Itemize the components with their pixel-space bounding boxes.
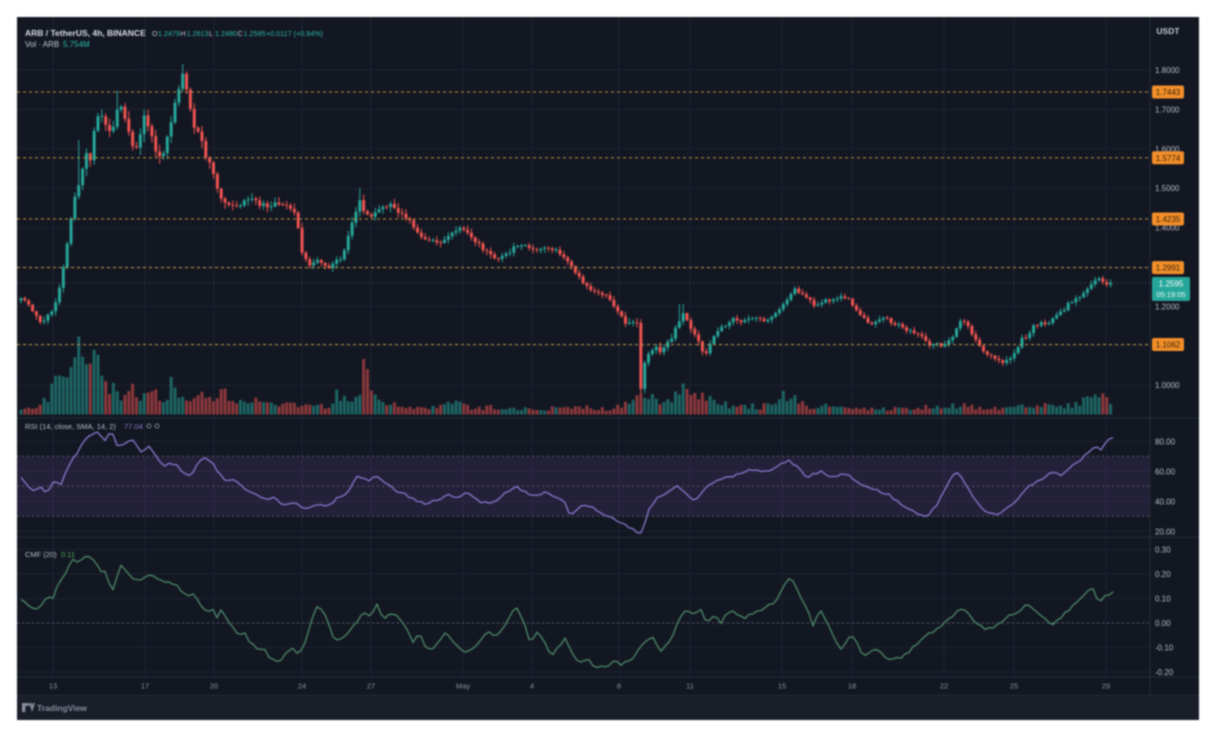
svg-text:H: H	[181, 29, 186, 38]
svg-text:1.6000: 1.6000	[1155, 145, 1180, 154]
svg-text:1.2595: 1.2595	[1159, 280, 1184, 289]
svg-text:1.2613: 1.2613	[187, 29, 209, 38]
svg-text:1.0000: 1.0000	[1155, 381, 1180, 390]
svg-text:-0.20: -0.20	[1155, 668, 1174, 677]
svg-text:60.00: 60.00	[1155, 467, 1176, 476]
svg-text:1.5774: 1.5774	[1156, 154, 1181, 163]
svg-text:1.2595: 1.2595	[244, 29, 266, 38]
svg-text:17: 17	[141, 682, 149, 691]
svg-text:1.4235: 1.4235	[1156, 215, 1181, 224]
svg-text:-0.10: -0.10	[1155, 644, 1174, 653]
svg-text:27: 27	[367, 682, 375, 691]
svg-text:1.2000: 1.2000	[1155, 302, 1180, 311]
svg-text:20.00: 20.00	[1155, 527, 1176, 536]
svg-text:5.754M: 5.754M	[63, 40, 90, 49]
svg-text:22: 22	[940, 682, 948, 691]
svg-text:1.7443: 1.7443	[1156, 88, 1181, 97]
svg-text:0.11: 0.11	[61, 550, 75, 559]
svg-text:4: 4	[530, 682, 534, 691]
svg-text:20: 20	[210, 682, 218, 691]
svg-text:RSI (14, close, SMA, 14, 2): RSI (14, close, SMA, 14, 2)	[25, 422, 116, 431]
svg-text:C: C	[238, 29, 243, 38]
svg-text:1.4000: 1.4000	[1155, 224, 1180, 233]
svg-text:1.1062: 1.1062	[1156, 341, 1181, 350]
svg-text:1.2991: 1.2991	[1156, 264, 1181, 273]
svg-text:8: 8	[617, 682, 621, 691]
svg-text:11: 11	[686, 682, 694, 691]
svg-text:1.7000: 1.7000	[1155, 105, 1180, 114]
svg-text:O: O	[152, 29, 158, 38]
svg-text:Vol · ARB: Vol · ARB	[25, 40, 59, 49]
svg-text:0.00: 0.00	[1155, 619, 1171, 628]
svg-text:ARB / TetherUS, 4h, BINANCE: ARB / TetherUS, 4h, BINANCE	[25, 28, 146, 38]
svg-text:USDT: USDT	[1156, 26, 1180, 36]
svg-text:77.04: 77.04	[124, 422, 143, 431]
svg-text:80.00: 80.00	[1155, 437, 1176, 446]
svg-text:1.2479: 1.2479	[158, 29, 180, 38]
svg-text:05:19:05: 05:19:05	[1156, 290, 1185, 299]
svg-text:0.10: 0.10	[1155, 595, 1171, 604]
svg-text:May: May	[456, 682, 470, 691]
svg-text:TradingView: TradingView	[37, 703, 87, 713]
svg-text:24: 24	[298, 682, 306, 691]
svg-text:18: 18	[848, 682, 856, 691]
svg-text:CMF (20): CMF (20)	[25, 550, 57, 559]
svg-text:29: 29	[1102, 682, 1110, 691]
svg-text:0.20: 0.20	[1155, 570, 1171, 579]
svg-text:1.8000: 1.8000	[1155, 66, 1180, 75]
svg-text:15: 15	[778, 682, 786, 691]
svg-text:1.2480: 1.2480	[215, 29, 237, 38]
svg-text:L: L	[209, 29, 213, 38]
svg-text:25: 25	[1010, 682, 1018, 691]
svg-text:1.5000: 1.5000	[1155, 184, 1180, 193]
svg-text:40.00: 40.00	[1155, 497, 1176, 506]
svg-text:+0.0117 (+0.94%): +0.0117 (+0.94%)	[266, 29, 323, 38]
svg-text:0.30: 0.30	[1155, 546, 1171, 555]
svg-text:13: 13	[49, 682, 57, 691]
